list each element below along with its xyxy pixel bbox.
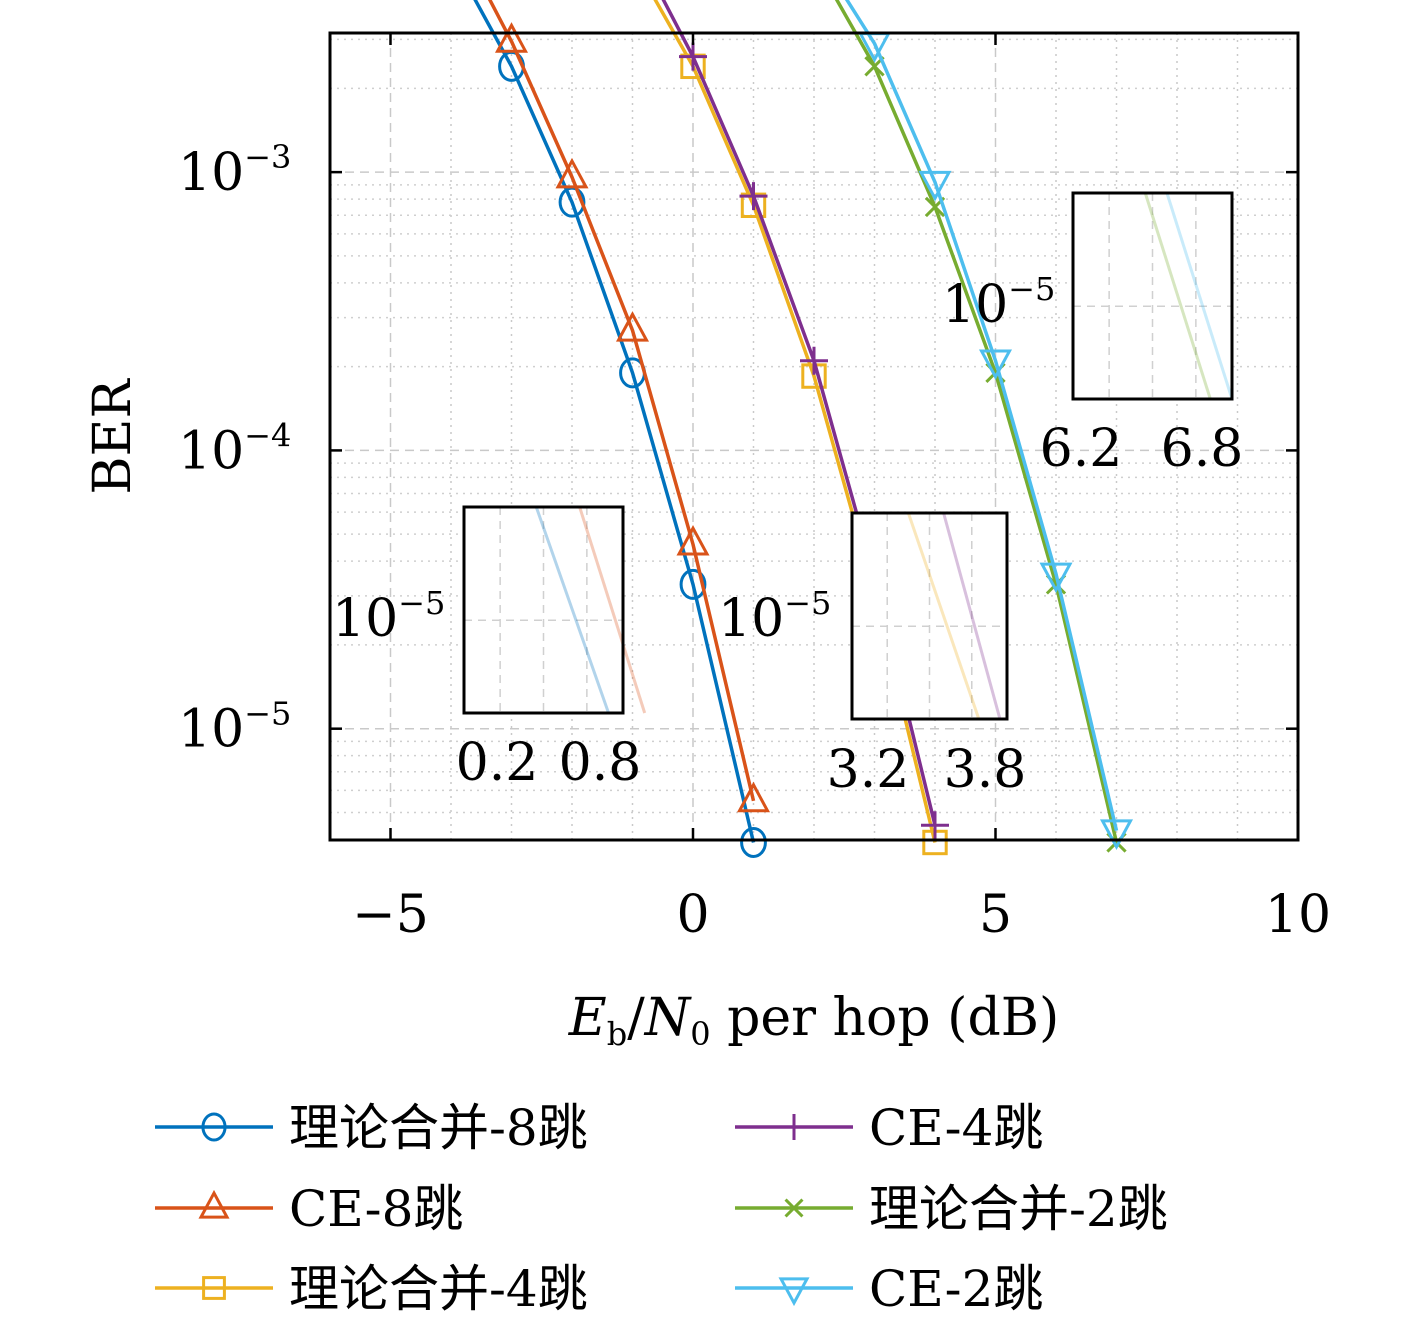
inset-x-tick-label: 0.8 [559, 733, 642, 793]
marker-plus [800, 346, 828, 375]
marker-triangle-up [555, 157, 589, 189]
inset-y-label: 10−5 [718, 584, 831, 649]
inset-series-line [906, 512, 981, 720]
marker-triangle-down [978, 349, 1013, 381]
marker-triangle-down [778, 1277, 810, 1307]
marker-plus [679, 42, 707, 71]
legend-item: 理论合并-4跳 [155, 1260, 588, 1318]
x-label-b: b [607, 1015, 627, 1053]
legend-item: CE-8跳 [155, 1180, 463, 1238]
inset-series-line [1143, 192, 1212, 400]
marker-triangle-up [676, 525, 710, 556]
inset-y-label: 10−5 [332, 584, 445, 649]
insets: 10−5 0.2 0.8 10−5 3.2 3.8 10−5 6.2 6.8 [332, 191, 1244, 800]
legend-label: 理论合并-4跳 [289, 1260, 588, 1318]
inset-x-tick-label: 6.8 [1161, 419, 1244, 479]
series-line [834, 0, 1119, 843]
marker-triangle-up [198, 1189, 230, 1219]
marker-triangle-down [918, 170, 952, 202]
marker-triangle-up [494, 22, 529, 53]
inset-series-line [942, 512, 1002, 720]
y-tick-label: 10−4 [178, 416, 291, 481]
inset-2: 10−5 3.2 3.8 [718, 511, 1027, 800]
x-label-slash: / [627, 988, 645, 1048]
series-line [473, 0, 756, 843]
x-label-zero: 0 [690, 1015, 710, 1053]
marker-triangle-down [1039, 562, 1073, 594]
x-label-e: E [568, 988, 607, 1048]
legend-label: 理论合并-2跳 [869, 1180, 1168, 1238]
inset-series-line [1165, 192, 1234, 400]
legend-label: CE-4跳 [869, 1099, 1043, 1157]
plot-frame [328, 31, 1300, 842]
series-line [844, 0, 1119, 832]
marker-x [784, 1198, 804, 1218]
marker-circle [740, 826, 767, 858]
inset-x-tick-label: 0.2 [456, 733, 539, 793]
legend-label: CE-8跳 [289, 1180, 463, 1238]
marker-circle [201, 1112, 227, 1142]
marker-triangle-up [736, 781, 771, 813]
legend-item: 理论合并-8跳 [155, 1099, 588, 1157]
inset-x-tick-label: 3.8 [944, 740, 1027, 800]
inset-frame [1071, 191, 1234, 401]
legend-item: 理论合并-2跳 [735, 1180, 1168, 1238]
legend-item: CE-4跳 [735, 1099, 1043, 1157]
marker-triangle-up [615, 311, 650, 342]
x-tick-label: 5 [979, 885, 1012, 945]
inset-1: 10−5 0.2 0.8 [332, 505, 647, 793]
series-line [487, 0, 756, 802]
inset-series-line [534, 506, 610, 714]
marker-plus [739, 182, 768, 211]
legend-label: 理论合并-8跳 [289, 1099, 588, 1157]
inset-x-tick-label: 6.2 [1040, 419, 1123, 479]
marker-square [202, 1276, 226, 1300]
inset-3: 10−5 6.2 6.8 [942, 191, 1244, 479]
y-tick-label: 10−3 [178, 138, 291, 203]
y-tick-label: 10−5 [178, 695, 291, 760]
inset-frame [462, 505, 625, 715]
x-label-n: N [643, 988, 692, 1048]
inset-x-tick-label: 3.2 [827, 740, 910, 800]
marker-plus [781, 1114, 807, 1140]
x-axis-label: Eb/N0 per hop (dB) [568, 988, 1060, 1053]
x-tick-label: 10 [1265, 885, 1331, 945]
marker-plus [921, 811, 949, 840]
marker-triangle-down [1099, 819, 1134, 850]
x-tick-label: −5 [352, 885, 429, 945]
x-label-rest: per hop (dB) [711, 988, 1060, 1048]
x-tick-label: 0 [676, 885, 709, 945]
inset-y-label: 10−5 [942, 270, 1055, 335]
y-axis-label: BER [83, 377, 143, 494]
inset-series-line [578, 506, 647, 714]
marker-circle [679, 568, 707, 600]
legend-item: CE-2跳 [735, 1260, 1043, 1318]
legend-label: CE-2跳 [869, 1260, 1043, 1318]
inset-frame [850, 511, 1009, 721]
